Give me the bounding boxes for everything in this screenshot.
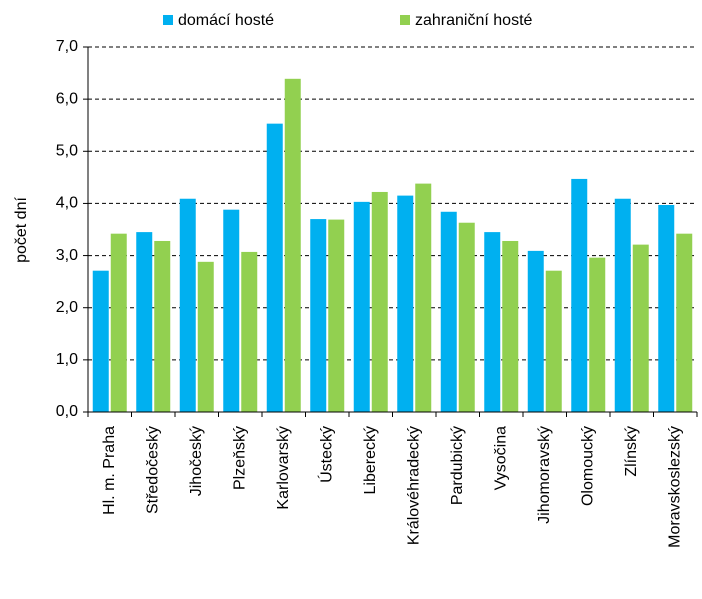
x-tick-label: Karlovarský (275, 426, 292, 510)
x-tick-label: Olomoucký (579, 426, 596, 506)
bar (197, 261, 214, 412)
bar (484, 232, 501, 412)
x-tick-label: Jihočeský (188, 426, 205, 496)
bar (632, 244, 649, 412)
bar (397, 195, 414, 412)
bar (571, 178, 588, 412)
bar (154, 240, 171, 412)
legend-swatch (400, 15, 410, 25)
legend-swatch (163, 15, 173, 25)
bar (223, 209, 240, 412)
bar (136, 232, 153, 412)
y-tick-label: 1,0 (56, 351, 78, 368)
bar (266, 123, 283, 413)
y-tick-label: 4,0 (56, 195, 78, 212)
bar (310, 219, 327, 412)
bar (614, 198, 631, 412)
bar (241, 251, 258, 412)
legend-label: zahraniční hosté (415, 12, 533, 29)
bar (589, 257, 606, 412)
y-axis-label: počet dní (13, 197, 30, 263)
x-tick-label: Vysočina (492, 426, 509, 490)
bar (440, 211, 457, 412)
bar (502, 240, 519, 412)
bar (92, 270, 109, 412)
bar (328, 219, 345, 412)
bar (371, 191, 388, 412)
bar (179, 198, 196, 412)
x-tick-label: Královéhradecký (405, 426, 422, 545)
bar (545, 270, 562, 412)
y-tick-label: 6,0 (56, 90, 78, 107)
bar (284, 78, 301, 413)
y-tick-label: 0,0 (56, 403, 78, 420)
bar (458, 222, 475, 412)
bar (110, 233, 127, 412)
x-tick-label: Jihomoravský (536, 426, 553, 524)
x-tick-label: Ústecký (316, 426, 335, 483)
bar (676, 233, 693, 412)
y-tick-label: 2,0 (56, 299, 78, 316)
x-tick-label: Středočeský (144, 426, 161, 514)
bar (415, 183, 432, 412)
y-tick-label: 5,0 (56, 143, 78, 160)
x-tick-label: Plzeňský (231, 426, 248, 490)
bar (353, 201, 370, 412)
x-tick-label: Liberecký (362, 426, 379, 494)
x-tick-label: Pardubický (449, 426, 466, 505)
x-tick-label: Hl. m. Praha (101, 426, 118, 515)
bar (527, 250, 544, 412)
y-tick-label: 7,0 (56, 38, 78, 55)
y-tick-label: 3,0 (56, 247, 78, 264)
legend-label: domácí hosté (178, 12, 274, 29)
x-tick-label: Zlínský (623, 426, 640, 477)
x-tick-label: Moravskoslezský (666, 426, 683, 548)
bar (658, 204, 675, 412)
